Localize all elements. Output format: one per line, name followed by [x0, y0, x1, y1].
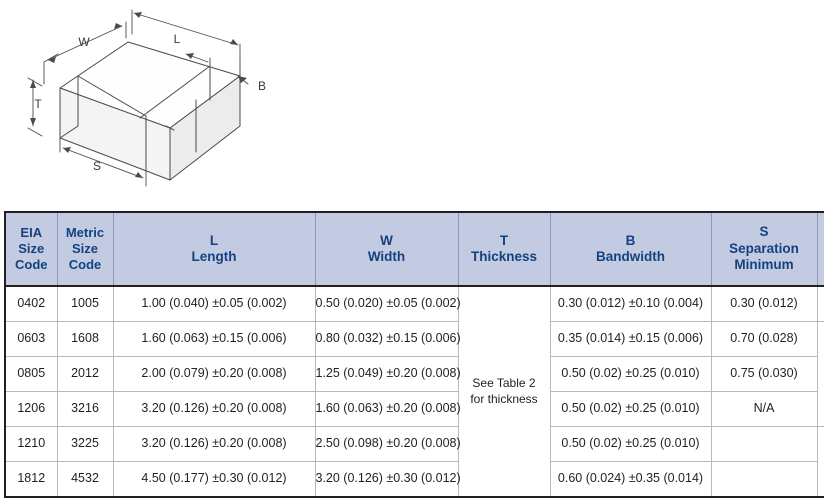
mounting-line: only	[818, 304, 824, 320]
cell-separation-minimum	[711, 427, 817, 462]
header-line: B	[551, 233, 711, 249]
chip-diagram-svg: W L T B S	[0, 0, 300, 200]
cell-separation-minimum: N/A	[711, 392, 817, 427]
mounting-line: Solder reflow	[818, 382, 824, 398]
header-line: W	[316, 233, 458, 249]
cell-metric-size-code: 3216	[57, 392, 113, 427]
table-row: 0402 1005 1.00 (0.040) ±0.05 (0.002) 0.5…	[5, 286, 824, 322]
w-label: W	[78, 35, 90, 49]
l-dim-line	[134, 13, 238, 45]
table-header-row: EIA Size Code Metric Size Code L Length …	[5, 212, 824, 286]
cell-eia-size-code: 0805	[5, 357, 57, 392]
column-header-width: W Width	[315, 212, 458, 286]
cell-metric-size-code: 4532	[57, 462, 113, 498]
header-line: Minimum	[712, 257, 817, 273]
mounting-line: or	[818, 366, 824, 382]
cell-mounting-technique: Solder wave or Solder reflow	[817, 322, 824, 427]
cell-eia-size-code: 0402	[5, 286, 57, 322]
header-line: Separation	[712, 241, 817, 257]
mounting-line: only	[818, 462, 824, 478]
cell-separation-minimum: 0.75 (0.030)	[711, 357, 817, 392]
header-line: Width	[316, 249, 458, 265]
cell-bandwidth: 0.35 (0.014) ±0.15 (0.006)	[550, 322, 711, 357]
cell-metric-size-code: 2012	[57, 357, 113, 392]
cell-thickness-merged: See Table 2 for thickness	[458, 286, 550, 497]
thickness-note-line: See Table 2	[459, 376, 550, 392]
cell-separation-minimum: 0.70 (0.028)	[711, 322, 817, 357]
cell-eia-size-code: 1812	[5, 462, 57, 498]
mounting-line: Solder wave	[818, 351, 824, 367]
cell-separation-minimum: 0.30 (0.012)	[711, 286, 817, 322]
column-header-length: L Length	[113, 212, 315, 286]
thickness-note-line: for thickness	[459, 392, 550, 408]
t-arrow-bottom	[30, 118, 36, 126]
header-line: Size	[58, 241, 113, 257]
header-line: Length	[114, 249, 315, 265]
column-header-mounting-technique: Mounting Technique	[817, 212, 824, 286]
cell-metric-size-code: 1608	[57, 322, 113, 357]
table-row: 1812 4532 4.50 (0.177) ±0.30 (0.012) 3.2…	[5, 462, 824, 498]
table-row: 0805 2012 2.00 (0.079) ±0.20 (0.008) 1.2…	[5, 357, 824, 392]
cell-length: 2.00 (0.079) ±0.20 (0.008)	[113, 357, 315, 392]
t-extension-bottom	[28, 128, 42, 136]
s-label: S	[93, 159, 101, 173]
cell-bandwidth: 0.60 (0.024) ±0.35 (0.014)	[550, 462, 711, 498]
cell-eia-size-code: 0603	[5, 322, 57, 357]
t-extension-top	[28, 78, 42, 86]
cell-length: 3.20 (0.126) ±0.20 (0.008)	[113, 427, 315, 462]
cell-eia-size-code: 1206	[5, 392, 57, 427]
mounting-line: Solder reflow	[818, 446, 824, 462]
cell-length: 1.60 (0.063) ±0.15 (0.006)	[113, 322, 315, 357]
cell-metric-size-code: 3225	[57, 427, 113, 462]
header-line: Code	[6, 257, 57, 273]
table-row: 1210 3225 3.20 (0.126) ±0.20 (0.008) 2.5…	[5, 427, 824, 462]
chip-dimension-diagram: W L T B S	[0, 0, 300, 200]
cell-mounting-technique: Solder reflow only	[817, 427, 824, 498]
header-line: Size	[6, 241, 57, 257]
cell-bandwidth: 0.50 (0.02) ±0.25 (0.010)	[550, 392, 711, 427]
column-header-eia-size-code: EIA Size Code	[5, 212, 57, 286]
cell-width: 0.80 (0.032) ±0.15 (0.006)	[315, 322, 458, 357]
cell-length: 1.00 (0.040) ±0.05 (0.002)	[113, 286, 315, 322]
header-line: T	[459, 233, 550, 249]
column-header-separation-minimum: S Separation Minimum	[711, 212, 817, 286]
chip-size-spec-table-container: EIA Size Code Metric Size Code L Length …	[4, 211, 818, 498]
cell-width: 1.60 (0.063) ±0.20 (0.008)	[315, 392, 458, 427]
cell-separation-minimum	[711, 462, 817, 498]
cell-width: 1.25 (0.049) ±0.20 (0.008)	[315, 357, 458, 392]
header-line: Code	[58, 257, 113, 273]
cell-length: 3.20 (0.126) ±0.20 (0.008)	[113, 392, 315, 427]
header-line: Thickness	[459, 249, 550, 265]
cell-length: 4.50 (0.177) ±0.30 (0.012)	[113, 462, 315, 498]
header-line: S	[712, 224, 817, 240]
b-label: B	[258, 79, 266, 93]
header-line: Technique	[818, 249, 824, 265]
chip-size-spec-table: EIA Size Code Metric Size Code L Length …	[4, 211, 824, 498]
header-line: EIA	[6, 225, 57, 241]
l-arrow-right	[230, 39, 238, 45]
table-row: 0603 1608 1.60 (0.063) ±0.15 (0.006) 0.8…	[5, 322, 824, 357]
cell-width: 2.50 (0.098) ±0.20 (0.008)	[315, 427, 458, 462]
column-header-thickness: T Thickness	[458, 212, 550, 286]
t-arrow-top	[30, 80, 36, 88]
column-header-bandwidth: B Bandwidth	[550, 212, 711, 286]
mounting-line: Solder reflow	[818, 288, 824, 304]
cell-bandwidth: 0.30 (0.012) ±0.10 (0.004)	[550, 286, 711, 322]
cell-bandwidth: 0.50 (0.02) ±0.25 (0.010)	[550, 427, 711, 462]
cell-eia-size-code: 1210	[5, 427, 57, 462]
header-line: L	[114, 233, 315, 249]
cell-width: 3.20 (0.126) ±0.30 (0.012)	[315, 462, 458, 498]
cell-metric-size-code: 1005	[57, 286, 113, 322]
cell-mounting-technique: Solder reflow only	[817, 286, 824, 322]
s-arrow-left	[63, 147, 71, 153]
header-line: Mounting	[818, 233, 824, 249]
table-row: 1206 3216 3.20 (0.126) ±0.20 (0.008) 1.6…	[5, 392, 824, 427]
cell-width: 0.50 (0.020) ±0.05 (0.002)	[315, 286, 458, 322]
header-line: Bandwidth	[551, 249, 711, 265]
t-label: T	[34, 97, 42, 111]
cell-bandwidth: 0.50 (0.02) ±0.25 (0.010)	[550, 357, 711, 392]
l-label: L	[174, 32, 181, 46]
header-line: Metric	[58, 225, 113, 241]
column-header-metric-size-code: Metric Size Code	[57, 212, 113, 286]
